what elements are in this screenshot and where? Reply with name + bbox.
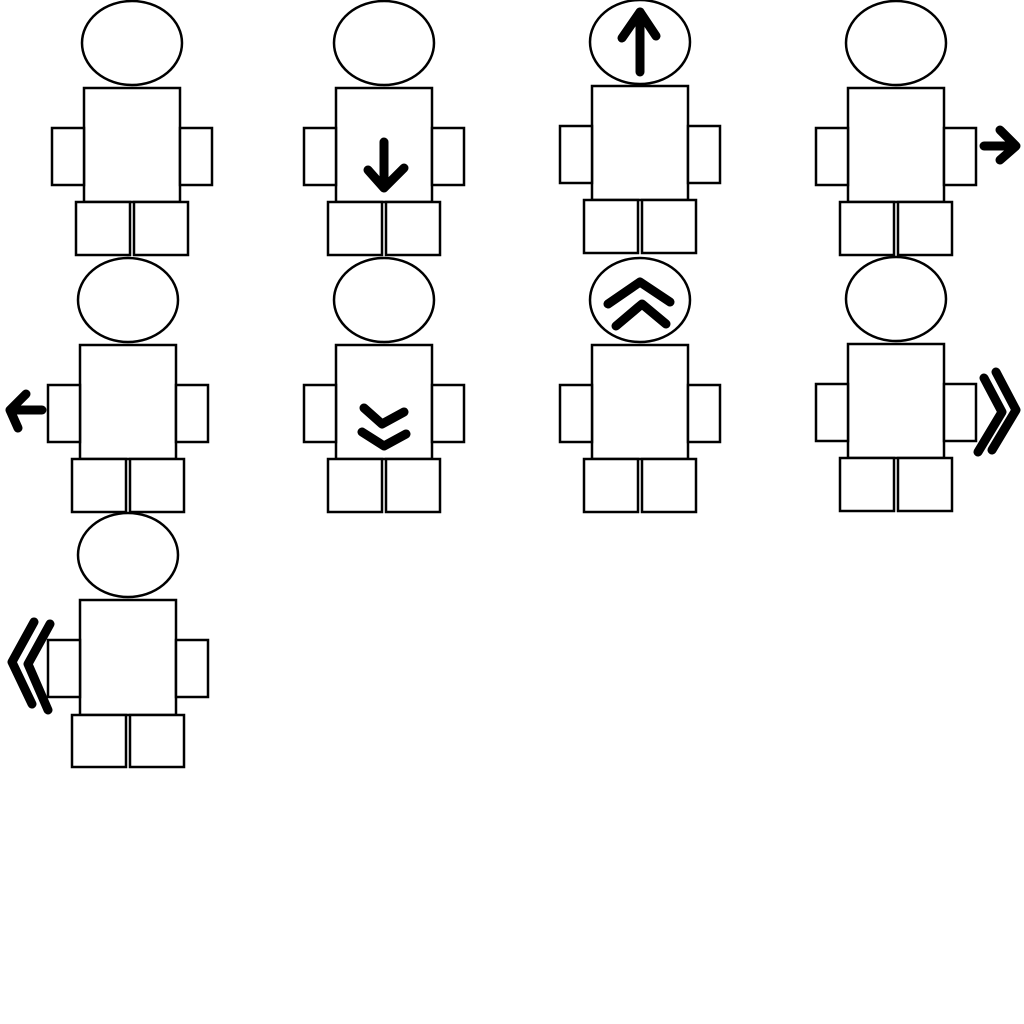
figure-head — [844, 0, 948, 87]
figure-head — [76, 511, 180, 599]
figure-leg-left — [838, 200, 896, 257]
figure-torso — [78, 343, 178, 461]
double-chevron-left-icon — [7, 617, 55, 715]
figure-leg-right — [132, 200, 190, 257]
arrow-right-icon — [979, 125, 1021, 165]
figure-plain-1 — [50, 0, 214, 257]
figure-arrow-right — [814, 0, 1021, 257]
figure-double-chevron-down — [302, 256, 466, 514]
figure-arm-left — [558, 124, 594, 185]
figure-double-chevron-right — [814, 255, 1021, 513]
figure-leg-right — [896, 200, 954, 257]
figure-arm-left — [814, 126, 850, 187]
figure-arm-right — [174, 383, 210, 444]
figure-arm-right — [942, 126, 978, 187]
figure-torso — [846, 86, 946, 204]
figure-arm-right — [686, 383, 722, 444]
figure-arm-right — [178, 126, 214, 187]
double-chevron-up-icon — [603, 277, 675, 331]
double-chevron-down-icon — [357, 403, 411, 451]
figure-leg-left — [582, 198, 640, 255]
double-chevron-right-icon — [973, 367, 1021, 457]
figure-torso — [78, 598, 178, 717]
figure-torso — [590, 84, 690, 202]
figure-torso — [590, 343, 690, 461]
figure-arm-left — [46, 638, 82, 699]
figure-arm-left — [814, 382, 850, 443]
figure-head — [76, 256, 180, 344]
figure-torso — [82, 86, 182, 204]
figure-arrow-left — [5, 256, 210, 514]
figure-arm-right — [174, 638, 210, 699]
arrow-left-icon — [5, 389, 47, 433]
figure-leg-left — [74, 200, 132, 257]
figure-leg-right — [640, 457, 698, 514]
figure-arm-left — [302, 126, 338, 187]
figure-leg-left — [326, 200, 384, 257]
figure-leg-left — [70, 713, 128, 769]
figure-arm-left — [46, 383, 82, 444]
figure-leg-left — [838, 456, 896, 513]
figure-double-chevron-left — [7, 511, 210, 769]
figure-arm-left — [558, 383, 594, 444]
figure-leg-right — [128, 457, 186, 514]
figure-arm-left — [50, 126, 86, 187]
figure-head — [80, 0, 184, 87]
arrow-down-icon — [363, 137, 409, 193]
figure-leg-right — [640, 198, 698, 255]
figure-leg-right — [384, 200, 442, 257]
figure-leg-left — [70, 457, 128, 514]
figure-leg-left — [582, 457, 640, 514]
figure-arm-right — [942, 382, 978, 443]
figure-head — [332, 0, 436, 87]
figure-leg-right — [128, 713, 186, 769]
arrow-up-icon — [617, 7, 661, 77]
figure-torso — [846, 342, 946, 460]
figure-arm-right — [686, 124, 722, 185]
figure-leg-right — [384, 457, 442, 514]
figure-leg-right — [896, 456, 954, 513]
figure-arrow-down — [302, 0, 466, 257]
figure-head — [332, 256, 436, 344]
figure-arm-right — [430, 126, 466, 187]
figure-head — [844, 255, 948, 343]
figure-arrow-up — [558, 0, 722, 255]
figure-leg-left — [326, 457, 384, 514]
figure-arm-left — [302, 383, 338, 444]
figure-double-chevron-up — [558, 256, 722, 514]
figure-arm-right — [430, 383, 466, 444]
